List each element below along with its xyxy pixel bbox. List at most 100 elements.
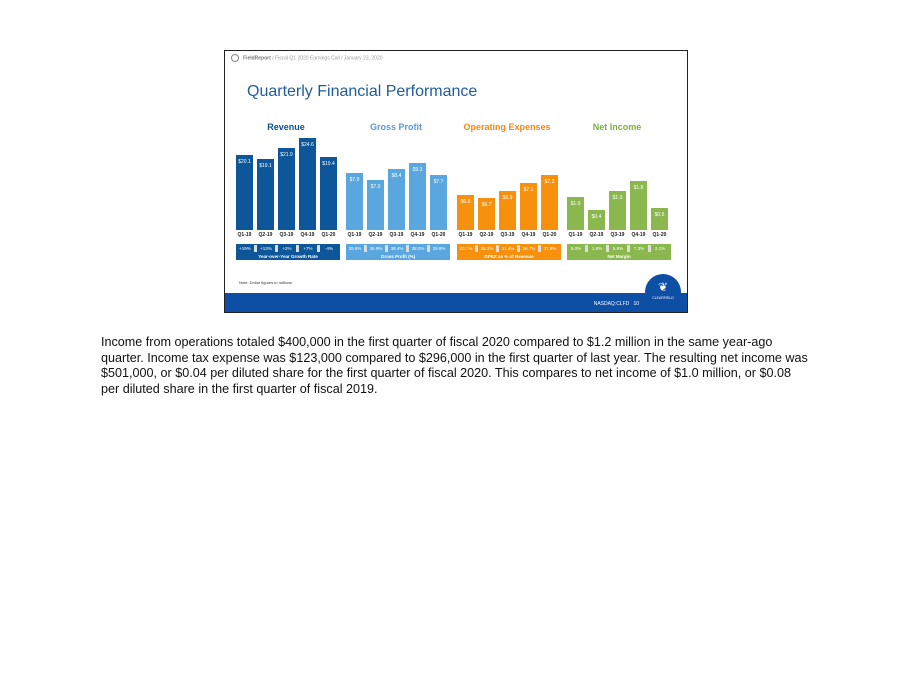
- x-tick-label: Q1-19: [237, 232, 252, 238]
- header-brand: FieldReport: [243, 55, 271, 62]
- bar-value-label: $9.3: [412, 167, 423, 173]
- bar-value-label: $0.4: [591, 213, 602, 220]
- operating-expenses-bar: $6.9: [499, 190, 516, 230]
- revenue-title: Revenue: [267, 122, 305, 132]
- bar-value-label: $7.7: [433, 178, 444, 185]
- header-path: / Fiscal Q1 2020 Earnings Call / January…: [272, 55, 383, 62]
- separator: [427, 245, 430, 252]
- operating-expenses-title: Operating Expenses: [463, 122, 551, 132]
- gross-profit-metric-band: 39.6% 36.9% 38.4% 38.0% 39.9% Gross Profit (%…: [346, 244, 450, 260]
- revenue-bar: $21.9: [278, 148, 295, 230]
- bar-value-label: $24.6: [301, 142, 314, 148]
- fan-icon: ❦: [657, 280, 669, 294]
- metric-value: 31.4%: [501, 246, 515, 251]
- x-tick-label: Q3-19: [610, 232, 625, 238]
- bar-value-label: $6.9: [502, 194, 513, 201]
- separator: [475, 245, 478, 252]
- separator: [296, 245, 299, 252]
- metric-value: +13%: [260, 246, 272, 251]
- revenue-metric-band: +19% +13% +2% +7% -4% Year-over-Year Growth R…: [236, 244, 340, 260]
- bar-value-label: $7.9: [349, 177, 360, 184]
- slide-title: Quarterly Financial Performance: [247, 83, 478, 100]
- metric-value: 38.4%: [390, 246, 404, 251]
- metric-value: 5.0%: [570, 246, 582, 251]
- revenue-bar: $20.1: [236, 154, 253, 230]
- metric-value: +7%: [303, 246, 313, 251]
- slide-header: FieldReport / Fiscal Q1 2020 Earnings Ca…: [225, 54, 383, 62]
- metric-band-label: OPEX as % of Revenue: [484, 254, 534, 259]
- operating-expenses-bar: $7.1: [520, 182, 537, 230]
- logo-text: CLEARFIELD: [652, 296, 674, 300]
- separator: [538, 245, 541, 252]
- separator: [406, 245, 409, 252]
- x-tick-label: Q4-19: [521, 232, 536, 238]
- gross-profit-bar: $7.0: [367, 179, 384, 230]
- bar-value-label: $20.1: [238, 158, 251, 165]
- metric-value: +19%: [239, 246, 251, 251]
- bar-value-label: $19.4: [322, 161, 335, 168]
- x-tick-label: Q1-20: [652, 232, 667, 238]
- metric-value: 7.3%: [633, 246, 645, 251]
- separator: [606, 245, 609, 252]
- x-tick-label: Q3-19: [389, 232, 404, 238]
- x-tick-label: Q2-19: [258, 232, 273, 238]
- metric-value: 39.6%: [348, 246, 362, 251]
- gross-profit-title: Gross Profit: [369, 122, 422, 132]
- net-income-bar: $1.3: [609, 191, 626, 230]
- separator: [254, 245, 257, 252]
- separator: [364, 245, 367, 252]
- note: Note: Dollar figures in millions: [239, 280, 292, 285]
- metric-value: 35.3%: [480, 246, 494, 251]
- page-number: 10: [633, 301, 639, 307]
- bar-value-label: $8.4: [391, 173, 402, 180]
- separator: [648, 245, 651, 252]
- separator: [496, 245, 499, 252]
- metric-band-label: Gross Profit (%): [380, 254, 416, 259]
- x-tick-label: Q1-19: [347, 232, 362, 238]
- revenue-bar: $19.1: [257, 158, 274, 230]
- net-income-bar: $1.0: [567, 197, 584, 230]
- metric-value: -4%: [324, 246, 333, 251]
- bar-value-label: $19.1: [259, 162, 272, 169]
- metric-value: 36.9%: [369, 246, 383, 251]
- bar-value-label: $6.8: [460, 198, 471, 205]
- footer-bar: NASDAQ:CLFD 10: [225, 293, 687, 312]
- revenue-bar: $24.6: [299, 138, 316, 230]
- metric-value: 38.0%: [411, 246, 425, 251]
- slide: FieldReport / Fiscal Q1 2020 Earnings Ca…: [224, 50, 688, 313]
- x-tick-label: Q4-19: [300, 232, 315, 238]
- separator: [517, 245, 520, 252]
- bar-value-label: $21.9: [280, 152, 293, 159]
- bar-value-label: $0.5: [654, 211, 665, 218]
- x-tick-label: Q4-19: [631, 232, 646, 238]
- gross-profit-bar: $8.4: [388, 169, 405, 230]
- metric-band-label: Year-over-Year Growth Rate: [258, 254, 318, 259]
- bar-value-label: $1.8: [633, 185, 644, 191]
- metric-value: 37.8%: [543, 246, 557, 251]
- x-tick-label: Q4-19: [410, 232, 425, 238]
- separator: [275, 245, 278, 252]
- x-tick-label: Q3-19: [279, 232, 294, 238]
- net-income-title: Net Income: [592, 122, 642, 132]
- clearfield-logo: ❦ CLEARFIELD: [645, 274, 681, 310]
- metric-value: 2.1%: [654, 246, 666, 251]
- gross-profit-bar: $9.3: [409, 163, 426, 230]
- net-income-metric-band: 5.0% 1.9% 5.9% 7.3% 2.1% Net Margin: [567, 244, 671, 260]
- x-tick-label: Q1-19: [568, 232, 583, 238]
- gross-profit-bar: $7.9: [346, 173, 363, 230]
- revenue-bar: $19.4: [320, 157, 337, 230]
- separator: [385, 245, 388, 252]
- x-tick-label: Q1-20: [542, 232, 557, 238]
- gross-profit-bar: $7.7: [430, 174, 447, 230]
- bar-value-label: $6.7: [481, 202, 492, 209]
- bar-value-label: $1.0: [570, 201, 581, 208]
- metric-value: 28.7%: [522, 246, 536, 251]
- metric-value: 33.7%: [459, 246, 473, 251]
- net-income-bar: $0.5: [651, 207, 668, 230]
- x-tick-label: Q3-19: [500, 232, 515, 238]
- operating-expenses-bar: $6.8: [457, 194, 474, 230]
- x-tick-label: Q2-19: [368, 232, 383, 238]
- metric-value: 39.9%: [432, 246, 446, 251]
- net-income-bar: $0.4: [588, 209, 605, 230]
- metric-value: 1.9%: [591, 246, 603, 251]
